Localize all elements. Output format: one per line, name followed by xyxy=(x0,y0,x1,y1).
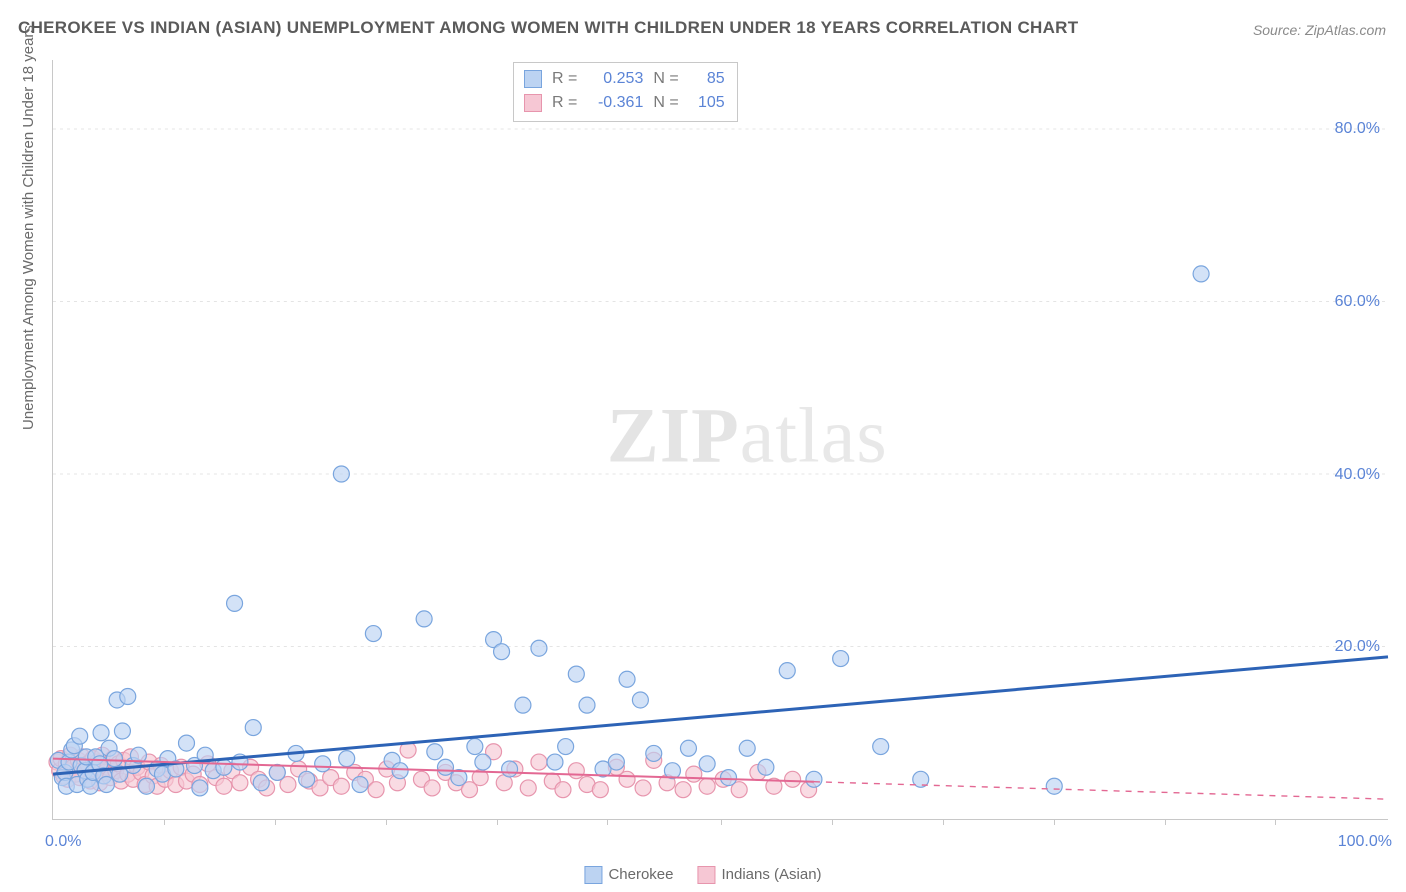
y-tick-label: 60.0% xyxy=(1335,293,1380,311)
x-tick-mark xyxy=(832,819,833,825)
n-label: N = xyxy=(653,67,678,91)
x-tick-mark xyxy=(1165,819,1166,825)
x-tick-mark xyxy=(607,819,608,825)
swatch-cherokee xyxy=(524,70,542,88)
x-tick-mark xyxy=(275,819,276,825)
n-label: N = xyxy=(653,91,678,115)
stats-legend-box: R = 0.253 N = 85 R = -0.361 N = 105 xyxy=(513,62,738,122)
x-tick-mark xyxy=(1054,819,1055,825)
r-value-cherokee: 0.253 xyxy=(587,67,643,91)
scatter-svg xyxy=(53,60,1388,819)
legend-bottom: Cherokee Indians (Asian) xyxy=(584,866,821,884)
y-tick-label: 40.0% xyxy=(1335,466,1380,484)
x-tick-mark xyxy=(943,819,944,825)
stats-row-cherokee: R = 0.253 N = 85 xyxy=(524,67,725,91)
x-tick-mark xyxy=(386,819,387,825)
chart-title: CHEROKEE VS INDIAN (ASIAN) UNEMPLOYMENT … xyxy=(18,18,1078,38)
legend-item-cherokee: Cherokee xyxy=(584,866,673,884)
n-value-indian: 105 xyxy=(689,91,725,115)
x-tick-mark xyxy=(164,819,165,825)
legend-label-indian: Indians (Asian) xyxy=(721,866,821,883)
x-tick-min: 0.0% xyxy=(45,833,81,851)
legend-item-indian: Indians (Asian) xyxy=(697,866,821,884)
x-tick-mark xyxy=(497,819,498,825)
plot-area: ZIPatlas R = 0.253 N = 85 R = -0.361 N =… xyxy=(52,60,1388,820)
swatch-cherokee-icon xyxy=(584,866,602,884)
swatch-indian-icon xyxy=(697,866,715,884)
legend-label-cherokee: Cherokee xyxy=(608,866,673,883)
swatch-indian xyxy=(524,94,542,112)
x-tick-mark xyxy=(721,819,722,825)
y-axis-label: Unemployment Among Women with Children U… xyxy=(20,25,37,430)
y-tick-label: 80.0% xyxy=(1335,120,1380,138)
r-label: R = xyxy=(552,91,577,115)
x-tick-mark xyxy=(1275,819,1276,825)
source-label: Source: ZipAtlas.com xyxy=(1253,22,1386,38)
n-value-cherokee: 85 xyxy=(689,67,725,91)
r-label: R = xyxy=(552,67,577,91)
stats-row-indian: R = -0.361 N = 105 xyxy=(524,91,725,115)
r-value-indian: -0.361 xyxy=(587,91,643,115)
x-tick-max: 100.0% xyxy=(1338,833,1392,851)
y-tick-label: 20.0% xyxy=(1335,638,1380,656)
